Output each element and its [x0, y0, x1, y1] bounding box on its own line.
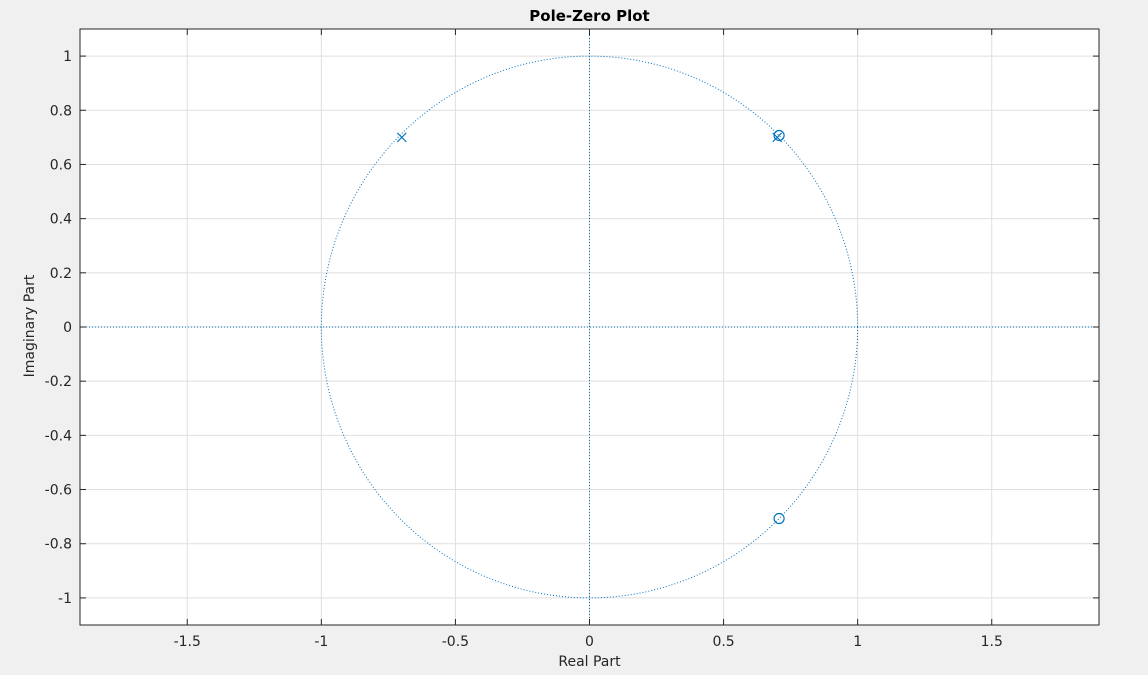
- chart-title: Pole-Zero Plot: [529, 7, 649, 25]
- y-tick-label: 1: [63, 49, 72, 65]
- y-tick-label: -0.2: [45, 374, 72, 390]
- x-tick-label: -1: [314, 634, 328, 650]
- x-tick-label: 1.5: [981, 634, 1003, 650]
- x-tick-label: -1.5: [174, 634, 201, 650]
- y-tick-label: 0.6: [50, 157, 72, 173]
- y-tick-label: -0.6: [45, 483, 72, 499]
- x-tick-label: 0.5: [712, 634, 734, 650]
- x-tick-label: 1: [853, 634, 862, 650]
- y-tick-label: -1: [58, 591, 72, 607]
- x-tick-label: 0: [585, 634, 594, 650]
- y-axis-label: Imaginary Part: [22, 274, 38, 377]
- y-tick-label: 0: [63, 320, 72, 336]
- y-tick-label: -0.8: [45, 537, 72, 553]
- x-axis-label: Real Part: [558, 654, 621, 670]
- y-tick-label: 0.2: [50, 266, 72, 282]
- x-tick-label: -0.5: [442, 634, 469, 650]
- y-tick-label: 0.8: [50, 103, 72, 119]
- y-tick-label: 0.4: [50, 212, 72, 228]
- y-tick-label: -0.4: [45, 428, 72, 444]
